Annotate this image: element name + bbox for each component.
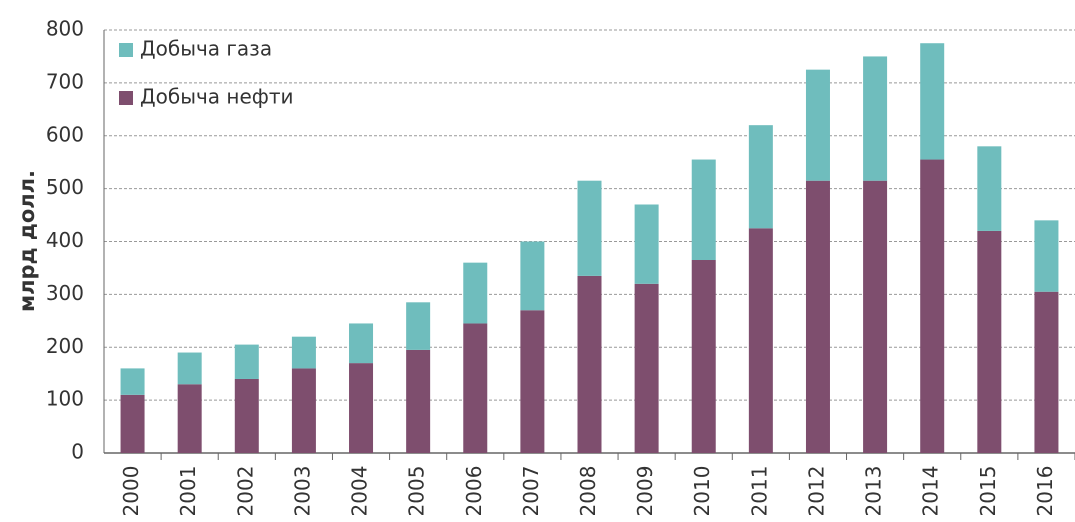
x-tick-label: 2008 [576, 466, 600, 517]
x-tick-label: 2009 [633, 466, 657, 517]
bar-segment [406, 302, 431, 350]
y-tick-label: 300 [46, 281, 84, 305]
x-tick-label: 2010 [690, 466, 714, 517]
bar-segment [577, 275, 602, 453]
y-tick-label: 200 [46, 334, 84, 358]
bar-segment [977, 230, 1002, 453]
bar-segment [863, 56, 888, 181]
legend-label: Добыча нефти [140, 85, 294, 109]
x-tick-label: 2004 [348, 466, 372, 517]
x-tick-label: 2015 [976, 466, 1000, 517]
x-tick-label: 2001 [176, 466, 200, 517]
bar-segment [920, 159, 945, 453]
bar-segment [691, 260, 716, 453]
y-axis-label: млрд долл. [15, 170, 39, 312]
bar-segment [748, 228, 773, 453]
bar-segment [1034, 220, 1059, 292]
legend-swatch [119, 91, 133, 105]
legend-label: Добыча газа [140, 37, 272, 61]
bar-segment [520, 241, 545, 311]
bar-segment [1034, 291, 1059, 453]
bar-segment [177, 352, 202, 385]
bar-segment [120, 394, 145, 453]
x-tick-label: 2016 [1033, 466, 1057, 517]
bar-segment [520, 310, 545, 453]
bar-segment [349, 323, 374, 364]
bar-segment [234, 378, 259, 453]
bar-segment [920, 43, 945, 160]
x-tick-label: 2011 [747, 466, 771, 517]
x-tick-label: 2007 [519, 466, 543, 517]
bar-segment [349, 363, 374, 453]
bar-segment [691, 159, 716, 261]
bar-segment [406, 349, 431, 453]
y-tick-label: 500 [46, 175, 84, 199]
bar-segment [234, 344, 259, 379]
x-tick-label: 2000 [119, 466, 143, 517]
bar-segment [463, 323, 488, 453]
y-tick-label: 100 [46, 387, 84, 411]
bar-segment [805, 69, 830, 181]
x-tick-label: 2006 [462, 466, 486, 517]
bar-segment [577, 180, 602, 276]
x-tick-label: 2012 [804, 466, 828, 517]
y-tick-label: 0 [71, 440, 84, 464]
bar-segment [177, 384, 202, 453]
legend-swatch [119, 43, 133, 57]
bar-segment [863, 180, 888, 453]
bar-segment [977, 146, 1002, 231]
bar-segment [805, 180, 830, 453]
bar-segment [463, 262, 488, 324]
x-tick-label: 2005 [405, 466, 429, 517]
y-tick-label: 600 [46, 122, 84, 146]
bar-segment [291, 368, 316, 453]
y-tick-label: 800 [46, 17, 84, 41]
x-tick-label: 2002 [233, 466, 257, 517]
bar-segment [634, 204, 659, 284]
y-tick-label: 700 [46, 69, 84, 93]
x-tick-label: 2014 [919, 466, 943, 517]
bar-segment [748, 125, 773, 229]
bar-segment [291, 336, 316, 369]
bar-segment [634, 283, 659, 453]
y-tick-label: 400 [46, 228, 84, 252]
x-tick-label: 2013 [862, 466, 886, 517]
bar-segment [120, 368, 145, 395]
x-tick-label: 2003 [290, 466, 314, 517]
